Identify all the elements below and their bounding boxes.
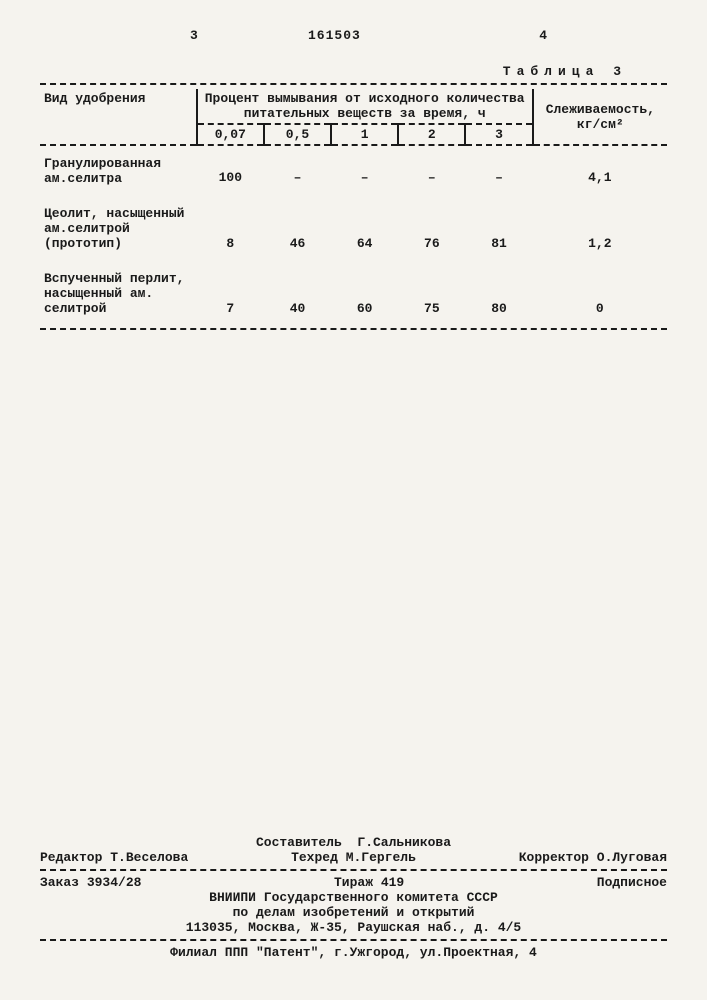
footer: Составитель Г.Сальникова Редактор Т.Весе… bbox=[40, 835, 667, 960]
corrector: Корректор О.Луговая bbox=[519, 850, 667, 865]
footer-org2: по делам изобретений и открытий bbox=[40, 905, 667, 920]
cell: 40 bbox=[264, 253, 331, 318]
tirazh-num: 419 bbox=[381, 875, 404, 890]
editor: Редактор Т.Веселова bbox=[40, 850, 188, 865]
divider bbox=[40, 83, 667, 85]
footer-branch: Филиал ППП "Патент", г.Ужгород, ул.Проек… bbox=[40, 945, 667, 960]
row-name: Гранулированная ам.селитра bbox=[40, 145, 197, 188]
order: Заказ 3934/28 bbox=[40, 875, 141, 890]
cell: – bbox=[398, 145, 465, 188]
corrector-name: О.Луговая bbox=[597, 850, 667, 865]
order-num: 3934/28 bbox=[87, 875, 142, 890]
cell: – bbox=[465, 145, 532, 188]
cell: 64 bbox=[331, 188, 398, 253]
cell: 7 bbox=[197, 253, 264, 318]
editor-label: Редактор bbox=[40, 850, 102, 865]
divider bbox=[40, 869, 667, 871]
row-name: Цеолит, насыщенный ам.селитрой (прототип… bbox=[40, 188, 197, 253]
doc-header: 3 161503 4 bbox=[40, 28, 667, 58]
subscription: Подписное bbox=[597, 875, 667, 890]
tirazh-label: Тираж bbox=[334, 875, 373, 890]
compiler-name: Г.Сальникова bbox=[357, 835, 451, 850]
data-table: Вид удобрения Процент вымывания от исход… bbox=[40, 89, 667, 318]
table-row: Гранулированная ам.селитра 100 – – – – 4… bbox=[40, 145, 667, 188]
doc-number: 161503 bbox=[308, 28, 361, 43]
cell: 80 bbox=[465, 253, 532, 318]
page-num-right: 4 bbox=[539, 28, 547, 43]
compiler-label: Составитель bbox=[256, 835, 342, 850]
cell-last: 4,1 bbox=[533, 145, 667, 188]
cell-last: 0 bbox=[533, 253, 667, 318]
footer-address: 113035, Москва, Ж-35, Раушская наб., д. … bbox=[40, 920, 667, 935]
divider bbox=[40, 939, 667, 941]
editor-name: Т.Веселова bbox=[110, 850, 188, 865]
cell: 75 bbox=[398, 253, 465, 318]
time-header: 0,07 bbox=[197, 124, 264, 145]
last-label-text: Слеживаемость, bbox=[546, 102, 655, 117]
divider bbox=[40, 328, 667, 330]
col-header-group: Процент вымывания от исходного количеств… bbox=[197, 89, 533, 124]
last-unit-text: кг/см² bbox=[577, 117, 624, 132]
cell: – bbox=[331, 145, 398, 188]
cell: 46 bbox=[264, 188, 331, 253]
time-header: 2 bbox=[398, 124, 465, 145]
techred: Техред М.Гергель bbox=[291, 850, 416, 865]
time-header: 1 bbox=[331, 124, 398, 145]
table-header-row-1: Вид удобрения Процент вымывания от исход… bbox=[40, 89, 667, 124]
footer-org1: ВНИИПИ Государственного комитета СССР bbox=[40, 890, 667, 905]
footer-credits: Редактор Т.Веселова Техред М.Гергель Кор… bbox=[40, 850, 667, 865]
table-row: Цеолит, насыщенный ам.селитрой (прототип… bbox=[40, 188, 667, 253]
cell: – bbox=[264, 145, 331, 188]
footer-order-row: Заказ 3934/28 Тираж 419 Подписное bbox=[40, 875, 667, 890]
cell-last: 1,2 bbox=[533, 188, 667, 253]
col-header-name: Вид удобрения bbox=[40, 89, 197, 145]
time-header: 0,5 bbox=[264, 124, 331, 145]
time-header: 3 bbox=[465, 124, 532, 145]
corrector-label: Корректор bbox=[519, 850, 589, 865]
row-name: Вспученный перлит, насыщенный ам. селитр… bbox=[40, 253, 197, 318]
table-row: Вспученный перлит, насыщенный ам. селитр… bbox=[40, 253, 667, 318]
cell: 100 bbox=[197, 145, 264, 188]
cell: 81 bbox=[465, 188, 532, 253]
table-caption: Таблица 3 bbox=[40, 64, 667, 79]
tirazh: Тираж 419 bbox=[334, 875, 404, 890]
order-label: Заказ bbox=[40, 875, 79, 890]
cell: 60 bbox=[331, 253, 398, 318]
cell: 8 bbox=[197, 188, 264, 253]
techred-label: Техред bbox=[291, 850, 338, 865]
techred-name: М.Гергель bbox=[346, 850, 416, 865]
page-num-left: 3 bbox=[190, 28, 198, 43]
col-header-last: Слеживаемость, кг/см² bbox=[533, 89, 667, 145]
footer-compiler: Составитель Г.Сальникова bbox=[40, 835, 667, 850]
cell: 76 bbox=[398, 188, 465, 253]
page: 3 161503 4 Таблица 3 Вид удобрения Проце… bbox=[0, 0, 707, 1000]
